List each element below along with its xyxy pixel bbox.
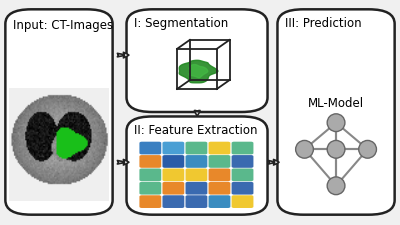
FancyBboxPatch shape xyxy=(162,195,184,208)
Text: Input: CT-Images: Input: CT-Images xyxy=(13,19,114,32)
FancyBboxPatch shape xyxy=(208,155,230,168)
FancyBboxPatch shape xyxy=(140,142,161,155)
FancyBboxPatch shape xyxy=(208,182,230,195)
FancyBboxPatch shape xyxy=(186,155,207,168)
FancyBboxPatch shape xyxy=(162,182,184,195)
FancyBboxPatch shape xyxy=(186,169,207,181)
FancyBboxPatch shape xyxy=(140,195,161,208)
FancyBboxPatch shape xyxy=(140,169,161,181)
FancyBboxPatch shape xyxy=(126,117,268,215)
FancyBboxPatch shape xyxy=(232,142,254,155)
FancyBboxPatch shape xyxy=(126,10,268,112)
FancyBboxPatch shape xyxy=(232,155,254,168)
FancyBboxPatch shape xyxy=(278,10,395,215)
FancyBboxPatch shape xyxy=(186,195,207,208)
FancyBboxPatch shape xyxy=(186,142,207,155)
FancyBboxPatch shape xyxy=(5,10,113,215)
Text: I: Segmentation: I: Segmentation xyxy=(134,17,229,30)
Text: III: Prediction: III: Prediction xyxy=(286,17,362,30)
FancyBboxPatch shape xyxy=(208,195,230,208)
FancyBboxPatch shape xyxy=(186,182,207,195)
FancyBboxPatch shape xyxy=(208,142,230,155)
FancyBboxPatch shape xyxy=(162,169,184,181)
FancyBboxPatch shape xyxy=(232,195,254,208)
FancyBboxPatch shape xyxy=(208,169,230,181)
Text: II: Feature Extraction: II: Feature Extraction xyxy=(134,124,258,137)
Text: ML-Model: ML-Model xyxy=(308,96,364,109)
FancyBboxPatch shape xyxy=(140,155,161,168)
FancyBboxPatch shape xyxy=(162,142,184,155)
FancyBboxPatch shape xyxy=(140,182,161,195)
FancyBboxPatch shape xyxy=(162,155,184,168)
FancyBboxPatch shape xyxy=(232,182,254,195)
FancyBboxPatch shape xyxy=(232,169,254,181)
